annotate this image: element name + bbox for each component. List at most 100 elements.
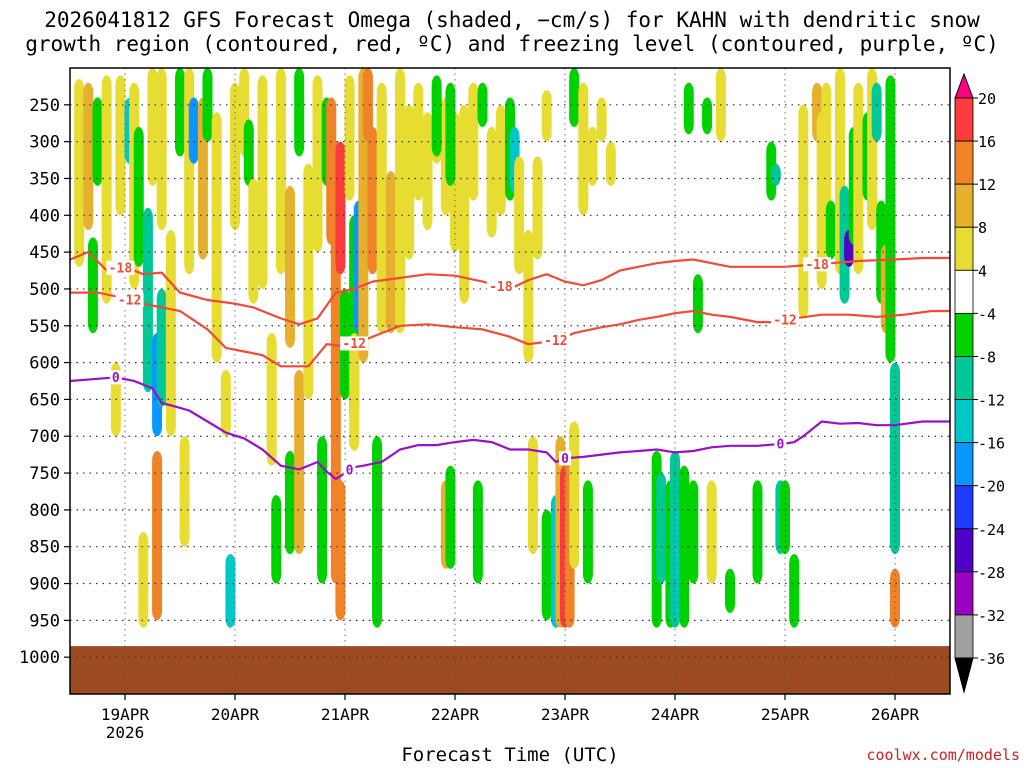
x-tick-label: 23APR — [541, 705, 590, 724]
contour-label: -18 — [489, 280, 513, 295]
omega-cell — [569, 68, 580, 127]
omega-cell — [225, 554, 236, 628]
contour-label: -12 — [118, 293, 141, 308]
colorbar-label: 12 — [978, 176, 996, 194]
contour-label: -18 — [109, 261, 133, 276]
omega-cell — [156, 288, 167, 407]
omega-cell — [220, 369, 231, 437]
omega-cell — [459, 104, 470, 304]
omega-cell — [821, 82, 832, 231]
contour-label: -12 — [342, 337, 365, 352]
contour-label-bg — [106, 260, 135, 275]
y-tick-label: 800 — [29, 501, 60, 521]
contour-label: 0 — [561, 452, 569, 467]
contour-label-bg — [803, 257, 832, 272]
omega-cell — [335, 141, 346, 275]
contour-label-bg — [771, 313, 799, 328]
y-tick-label: 450 — [29, 243, 60, 263]
pressure-axis: 250 300 350 400 450 500 550 600 650 700 750 800 850 9… — [19, 96, 70, 668]
colorbar-band — [954, 485, 974, 530]
omega-cell — [74, 79, 85, 267]
y-tick-label: 750 — [29, 464, 60, 484]
omega-cell — [294, 369, 305, 555]
omega-cell — [890, 568, 900, 628]
omega-cell — [179, 436, 190, 547]
omega-cell — [372, 436, 383, 628]
omega-cell — [702, 97, 713, 135]
x-tick-label: 25APR — [761, 705, 810, 724]
omega-cell — [211, 112, 222, 363]
omega-cell — [871, 82, 882, 142]
colorbar-label: -8 — [978, 348, 996, 366]
omega-cell — [248, 178, 259, 304]
contour-label: -18 — [805, 258, 829, 273]
contour-label-bg — [486, 279, 515, 294]
colorbar: -36 -32 -28 -24 -20 -16 -12 -8 -4 4 8 12 16 20 — [954, 72, 1005, 694]
omega-cell — [243, 119, 254, 186]
colorbar-label: -36 — [978, 650, 1005, 668]
colorbar-label: -16 — [978, 435, 1005, 453]
contour-line — [70, 376, 950, 481]
omega-cell — [142, 207, 153, 393]
omega-cell — [692, 274, 703, 334]
omega-cell — [188, 97, 199, 164]
colorbar-label: -28 — [978, 564, 1005, 582]
omega-cell — [257, 75, 268, 289]
omega-cell — [138, 531, 149, 628]
omega-cell — [541, 90, 552, 142]
omega-cell — [587, 126, 598, 186]
x-tick-label: 21APR — [321, 705, 370, 724]
omega-cell — [422, 112, 433, 231]
omega-shading — [74, 68, 900, 628]
omega-cell — [294, 68, 305, 157]
omega-cell — [87, 237, 98, 334]
contour-label-bg — [115, 292, 144, 307]
omega-cell — [285, 450, 295, 555]
colorbar-label: -12 — [978, 392, 1005, 410]
omega-cell — [725, 568, 735, 613]
colorbar-label: 16 — [978, 133, 996, 151]
omega-cell — [303, 163, 314, 400]
omega-cell — [445, 465, 456, 569]
omega-cell — [532, 156, 543, 260]
omega-cell — [885, 75, 896, 363]
colorbar-min-arrow — [954, 657, 974, 694]
contour-label: -12 — [544, 334, 567, 349]
y-tick-label: 350 — [29, 169, 60, 189]
omega-cell — [495, 104, 506, 216]
y-tick-label: 900 — [29, 575, 60, 595]
omega-cell — [431, 75, 442, 157]
temperature-contours: -18 -18 -18 -12 -12 -12 -12 0 0 0 0 — [70, 250, 950, 481]
omega-cell — [367, 126, 378, 275]
colorbar-band — [954, 614, 974, 659]
omega-cell — [578, 82, 589, 216]
omega-cell — [541, 509, 552, 621]
contour-label-bg — [559, 451, 571, 466]
omega-cell — [83, 82, 94, 231]
omega-cell — [344, 75, 355, 201]
y-tick-label: 250 — [29, 96, 60, 116]
colorbar-band — [954, 356, 974, 400]
omega-cell — [445, 82, 456, 186]
x-tick-label: 24APR — [651, 705, 700, 724]
x-tick-label: 20APR — [211, 705, 260, 724]
x-axis-label: Forecast Time (UTC) — [401, 744, 619, 766]
colorbar-label: -20 — [978, 478, 1005, 496]
omega-cell — [413, 82, 424, 201]
contour-label-bg — [541, 333, 570, 348]
omega-cell — [656, 473, 667, 584]
omega-cell — [683, 82, 694, 135]
colorbar-label: -32 — [978, 607, 1005, 625]
colorbar-label: 8 — [978, 219, 987, 237]
omega-cell — [825, 200, 836, 260]
y-tick-label: 650 — [29, 390, 60, 410]
colorbar-band — [954, 399, 974, 444]
y-tick-label: 500 — [29, 280, 60, 300]
omega-cell — [752, 480, 763, 584]
omega-cell — [798, 104, 809, 319]
omega-cell — [679, 465, 690, 628]
contour-line — [70, 291, 950, 368]
chart-title-line-2: growth region (contoured, red, ºC) and f… — [25, 32, 999, 56]
contour-label-bg — [343, 463, 356, 478]
contour-label: 0 — [112, 371, 120, 386]
